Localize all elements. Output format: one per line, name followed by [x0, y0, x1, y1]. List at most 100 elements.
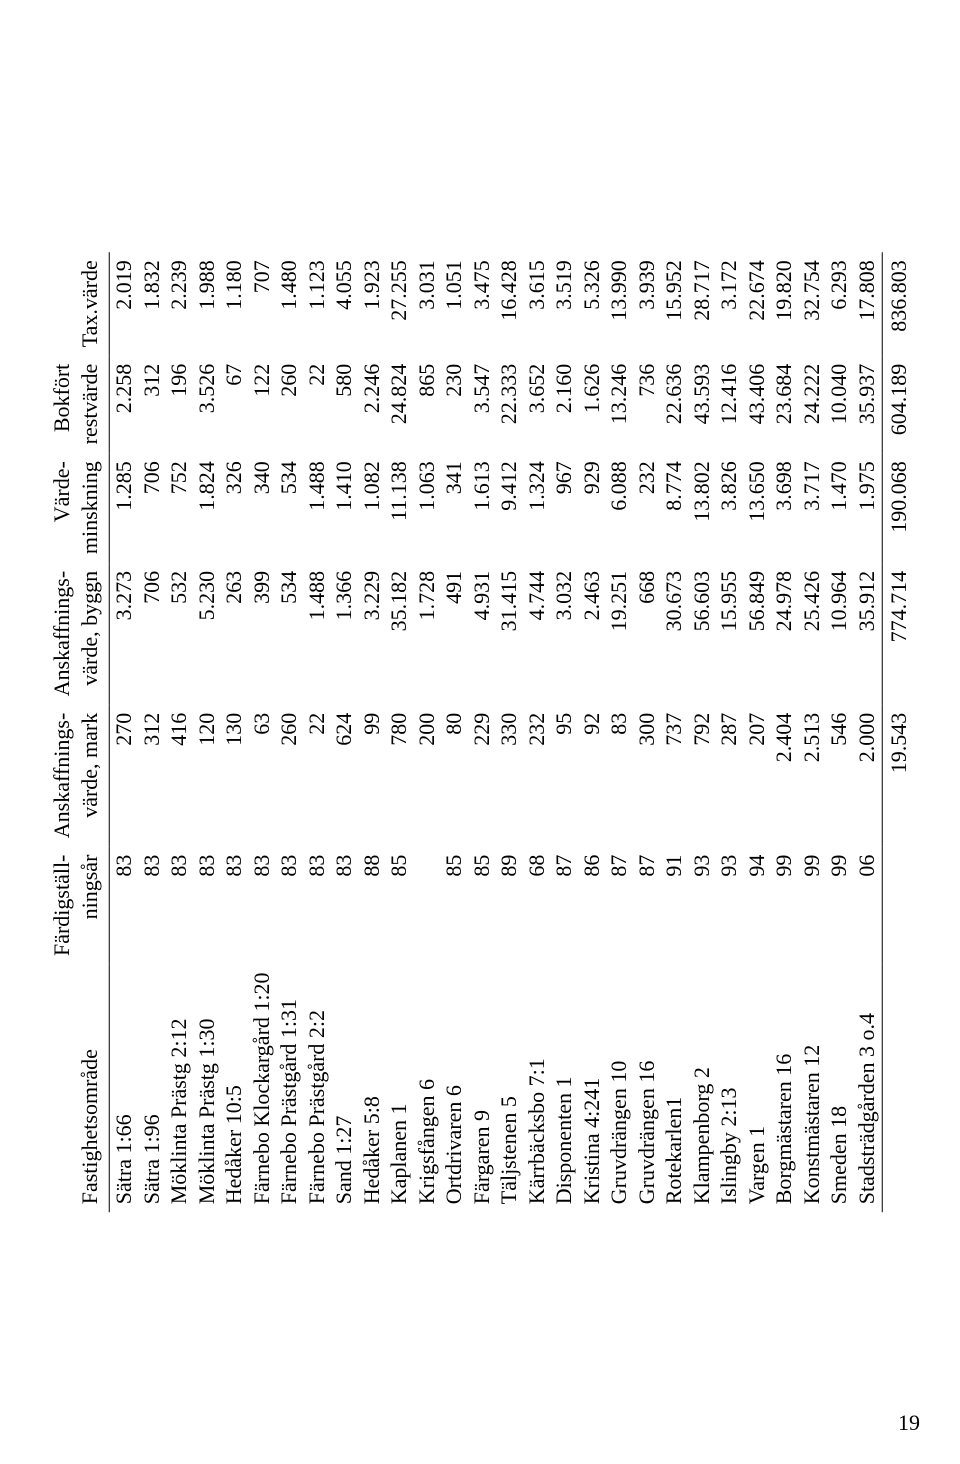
table-row: Kaplanen 18578035.18211.13824.82427.255	[385, 252, 413, 1212]
cell-minsk: 6.088	[605, 453, 633, 563]
table-row: Konstmästaren 12992.51325.4263.71724.222…	[797, 252, 825, 1212]
cell-minsk: 232	[632, 453, 660, 563]
table-row: Färgaren 9852294.9311.6133.5473.475	[467, 252, 495, 1212]
cell-name: Stadsträdgården 3 o.4	[852, 964, 882, 1212]
cell-mark: 130	[220, 704, 248, 846]
cell-minsk: 1.285	[109, 453, 137, 563]
table-row: Färnebo Prästgård 1:31832605345342601.48…	[275, 252, 303, 1212]
cell-byggn: 10.964	[825, 563, 853, 705]
header-minsk-l2: minskning	[76, 461, 101, 554]
header-minsk-l1: Värde-	[49, 461, 74, 522]
total-byggn: 774.714	[882, 563, 912, 705]
cell-rest: 43.406	[742, 355, 770, 453]
cell-byggn: 491	[440, 563, 468, 705]
table-row: Sätra 1:66832703.2731.2852.2582.019	[109, 252, 137, 1212]
header-year-l2: ningsår	[76, 854, 101, 919]
cell-tax: 3.615	[522, 252, 550, 355]
cell-rest: 13.246	[605, 355, 633, 453]
cell-byggn: 30.673	[660, 563, 688, 705]
cell-mark: 270	[109, 704, 137, 846]
cell-tax: 1.923	[357, 252, 385, 355]
total-blank	[882, 964, 912, 1212]
cell-mark: 232	[522, 704, 550, 846]
cell-year: 87	[550, 846, 578, 963]
cell-minsk: 1.324	[522, 453, 550, 563]
cell-tax: 5.326	[577, 252, 605, 355]
cell-byggn: 4.931	[467, 563, 495, 705]
cell-minsk: 1.470	[825, 453, 853, 563]
cell-year	[412, 846, 440, 963]
cell-mark: 2.404	[770, 704, 798, 846]
table-row: Rotekarlen19173730.6738.77422.63615.952	[660, 252, 688, 1212]
table-row: Sätra 1:96833127067063121.832	[137, 252, 165, 1212]
cell-name: Smeden 18	[825, 964, 853, 1212]
table-row: Krigsfången 62001.7281.0638653.031	[412, 252, 440, 1212]
cell-name: Rotekarlen1	[660, 964, 688, 1212]
cell-rest: 260	[275, 355, 303, 453]
table-row: Möklinta Prästg 1:30831205.2301.8243.526…	[192, 252, 220, 1212]
cell-byggn: 263	[220, 563, 248, 705]
table-row: Borgmästaren 16992.40424.9783.69823.6841…	[770, 252, 798, 1212]
header-rest-l2: restvärde	[76, 363, 101, 444]
cell-mark: 624	[330, 704, 358, 846]
cell-rest: 2.258	[109, 355, 137, 453]
table-row: Islingby 2:139328715.9553.82612.4163.172	[715, 252, 743, 1212]
cell-name: Krigsfången 6	[412, 964, 440, 1212]
cell-mark: 92	[577, 704, 605, 846]
cell-name: Hedåker 5:8	[357, 964, 385, 1212]
cell-year: 87	[632, 846, 660, 963]
header-mark-l2: värde, mark	[76, 712, 101, 817]
total-minsk: 190.068	[882, 453, 912, 563]
cell-rest: 1.626	[577, 355, 605, 453]
cell-minsk: 1.082	[357, 453, 385, 563]
cell-name: Gruvdrängen 16	[632, 964, 660, 1212]
cell-minsk: 340	[247, 453, 275, 563]
cell-tax: 2.239	[165, 252, 193, 355]
cell-tax: 19.820	[770, 252, 798, 355]
cell-mark: 95	[550, 704, 578, 846]
cell-minsk: 1.488	[302, 453, 330, 563]
cell-tax: 1.180	[220, 252, 248, 355]
cell-byggn: 399	[247, 563, 275, 705]
cell-mark: 63	[247, 704, 275, 846]
cell-minsk: 326	[220, 453, 248, 563]
cell-year: 88	[357, 846, 385, 963]
cell-tax: 3.172	[715, 252, 743, 355]
cell-byggn: 5.230	[192, 563, 220, 705]
cell-name: Kaplanen 1	[385, 964, 413, 1212]
cell-mark: 207	[742, 704, 770, 846]
cell-byggn: 24.978	[770, 563, 798, 705]
cell-rest: 23.684	[770, 355, 798, 453]
total-mark: 19.543	[882, 704, 912, 846]
table-row: Smeden 189954610.9641.47010.0406.293	[825, 252, 853, 1212]
cell-name: Möklinta Prästg 1:30	[192, 964, 220, 1212]
cell-name: Borgmästaren 16	[770, 964, 798, 1212]
cell-name: Kristina 4:241	[577, 964, 605, 1212]
cell-rest: 122	[247, 355, 275, 453]
cell-tax: 3.031	[412, 252, 440, 355]
cell-byggn: 1.728	[412, 563, 440, 705]
cell-name: Kärrbäcksbo 7:1	[522, 964, 550, 1212]
cell-year: 93	[715, 846, 743, 963]
header-rest-l1: Bokfört	[49, 363, 74, 431]
cell-year: 83	[275, 846, 303, 963]
cell-tax: 17.808	[852, 252, 882, 355]
cell-rest: 865	[412, 355, 440, 453]
cell-mark: 287	[715, 704, 743, 846]
cell-minsk: 706	[137, 453, 165, 563]
cell-byggn: 3.032	[550, 563, 578, 705]
cell-name: Färnebo Prästgård 2:2	[302, 964, 330, 1212]
cell-name: Färgaren 9	[467, 964, 495, 1212]
cell-year: 86	[577, 846, 605, 963]
cell-rest: 3.652	[522, 355, 550, 453]
cell-byggn: 35.182	[385, 563, 413, 705]
cell-year: 99	[770, 846, 798, 963]
cell-byggn: 19.251	[605, 563, 633, 705]
cell-rest: 196	[165, 355, 193, 453]
cell-tax: 1.988	[192, 252, 220, 355]
cell-byggn: 15.955	[715, 563, 743, 705]
cell-name: Hedåker 10:5	[220, 964, 248, 1212]
cell-year: 83	[302, 846, 330, 963]
header-year: Färdigställ- ningsår	[48, 846, 110, 963]
cell-tax: 707	[247, 252, 275, 355]
